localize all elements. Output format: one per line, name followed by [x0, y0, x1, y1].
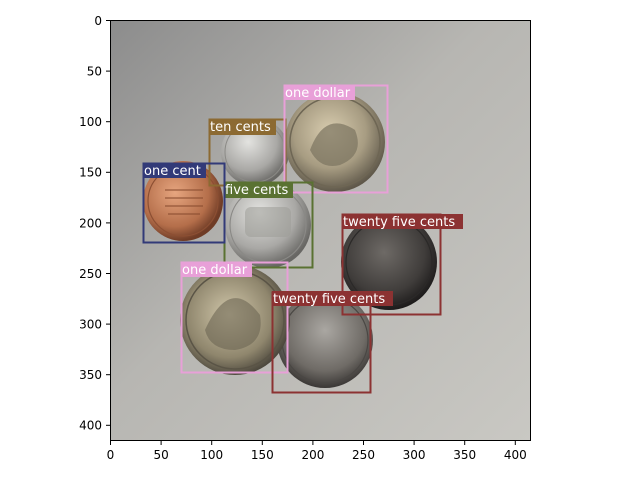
y-tick-label: 150	[79, 166, 102, 180]
y-tick-label: 250	[79, 267, 102, 281]
label-bg-one-dollar-bottom	[181, 262, 252, 277]
label-bg-twenty-five-cents-right	[342, 214, 463, 229]
y-tick-label: 350	[79, 368, 102, 382]
label-one-dollar-top: one dollar	[285, 86, 351, 101]
y-tick-label: 400	[79, 419, 102, 433]
one-cent-coin	[143, 161, 223, 241]
y-tick-label: 100	[79, 115, 102, 129]
x-tick-label: 300	[403, 448, 426, 462]
x-tick-label: 50	[153, 448, 168, 462]
label-bg-twenty-five-cents-bottom	[272, 291, 393, 306]
x-tick-label: 250	[352, 448, 375, 462]
x-tick-label: 150	[251, 448, 274, 462]
x-tick-label: 400	[504, 448, 527, 462]
one-dollar-bottom-relief	[205, 298, 261, 350]
label-bg-one-dollar-top	[284, 85, 355, 100]
y-tick-label: 300	[79, 318, 102, 332]
y-tick-label: 0	[94, 14, 102, 28]
y-axis: 0 50 100 150 200 250 300 350 400	[79, 14, 110, 433]
label-bg-ten-cents	[209, 119, 276, 135]
y-tick-label: 50	[87, 65, 102, 79]
detection-boxes: ten cents one dollar five cents one cent…	[142, 84, 463, 394]
one-cent-relief	[165, 189, 203, 215]
label-twenty-five-cents-right: twenty five cents	[343, 215, 455, 230]
x-tick-label: 350	[453, 448, 476, 462]
five-cents-relief	[245, 207, 291, 237]
twenty-five-cents-coin-bottom	[277, 292, 373, 388]
label-bg-five-cents	[224, 182, 293, 198]
label-twenty-five-cents-bottom: twenty five cents	[273, 292, 385, 307]
coin-photo	[110, 20, 531, 441]
label-ten-cents: ten cents	[210, 120, 271, 135]
x-tick-label: 200	[301, 448, 324, 462]
label-bg-one-cent	[143, 163, 206, 178]
axes-frame	[110, 20, 531, 441]
label-one-cent: one cent	[144, 164, 201, 179]
x-axis: 0 50 100 150 200 250 300 350 400	[107, 441, 527, 462]
y-tick-label: 200	[79, 216, 102, 230]
x-tick-label: 0	[107, 448, 115, 462]
one-dollar-top-relief	[310, 123, 358, 166]
label-five-cents: five cents	[225, 183, 288, 198]
label-one-dollar-bottom: one dollar	[182, 263, 248, 278]
twenty-five-cents-coin-right	[341, 214, 437, 310]
x-tick-label: 100	[200, 448, 223, 462]
